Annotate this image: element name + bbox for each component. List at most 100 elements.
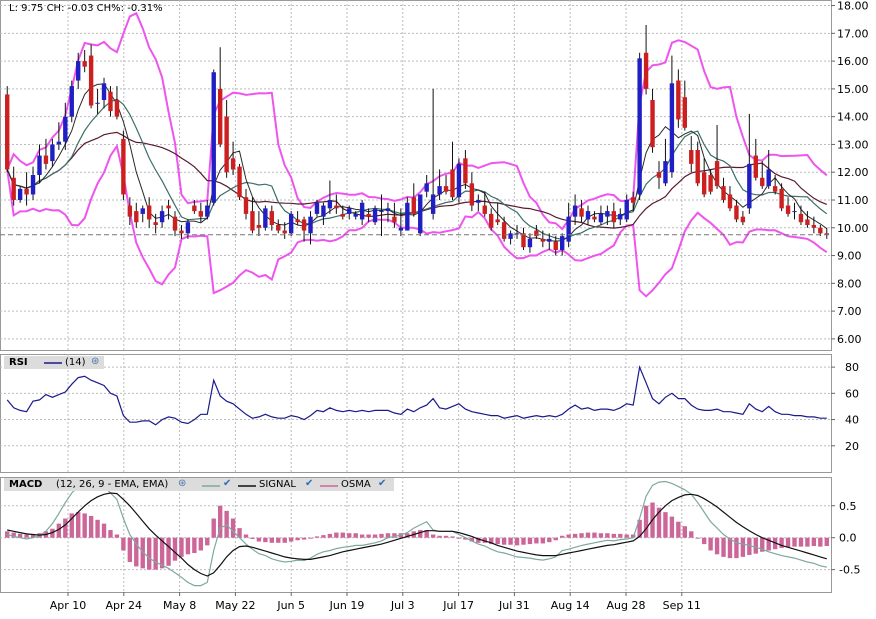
candle-body bbox=[456, 163, 462, 198]
candle-body bbox=[785, 205, 791, 214]
candle-body bbox=[359, 202, 365, 220]
x-tick-label: Jul 31 bbox=[498, 599, 530, 612]
osma-bar bbox=[624, 534, 629, 538]
osma-bar bbox=[250, 537, 255, 539]
osma-bar bbox=[56, 523, 62, 538]
rsi-settings-icon[interactable]: ⊛ bbox=[91, 356, 100, 367]
candle-body bbox=[824, 233, 829, 235]
osma-bar bbox=[501, 537, 507, 545]
osma-bar bbox=[108, 530, 113, 538]
x-tick-label: Jun 5 bbox=[276, 599, 305, 612]
candle-body bbox=[772, 186, 778, 192]
candle-body bbox=[411, 197, 416, 214]
candle-body bbox=[321, 205, 326, 217]
osma-bar bbox=[347, 533, 352, 538]
candle-body bbox=[450, 169, 455, 198]
candle-body bbox=[579, 208, 584, 217]
osma-bar bbox=[147, 537, 152, 570]
osma-bar bbox=[230, 518, 236, 538]
candle-body bbox=[521, 233, 526, 248]
osma-bar bbox=[405, 533, 410, 538]
candle-body bbox=[17, 188, 23, 200]
x-tick-label: Jul 17 bbox=[442, 599, 474, 612]
candle-body bbox=[301, 219, 307, 231]
candle-body bbox=[760, 177, 765, 187]
candle-body bbox=[701, 172, 707, 195]
candle-body bbox=[656, 172, 662, 178]
candle-body bbox=[353, 213, 358, 217]
osma-bar bbox=[553, 537, 558, 541]
osma-bar bbox=[379, 533, 384, 538]
osma-bar bbox=[566, 534, 571, 538]
candle-body bbox=[185, 222, 191, 234]
candle-body bbox=[237, 166, 242, 198]
osma-bar bbox=[198, 537, 204, 551]
price-tick-label: 15.00 bbox=[837, 83, 869, 96]
osma-bar bbox=[824, 537, 829, 546]
candle-body bbox=[198, 211, 204, 217]
osma-label: OSMA bbox=[341, 479, 371, 490]
osma-bar bbox=[366, 534, 371, 538]
osma-bar bbox=[282, 537, 287, 543]
osma-bar bbox=[418, 530, 423, 538]
candle-body bbox=[708, 175, 713, 192]
macd-line-check-icon[interactable]: ✔ bbox=[223, 478, 232, 489]
candle-body bbox=[243, 197, 249, 214]
pane-border-2 bbox=[0, 477, 832, 593]
candle-body bbox=[134, 211, 139, 223]
osma-bar bbox=[185, 537, 191, 555]
osma-bar bbox=[540, 537, 546, 544]
price-tick-label: 17.00 bbox=[837, 27, 869, 40]
candle-body bbox=[159, 211, 165, 223]
osma-bar bbox=[637, 519, 642, 538]
candle-body bbox=[424, 183, 429, 192]
osma-bar bbox=[592, 532, 597, 538]
candle-body bbox=[308, 216, 313, 234]
osma-bar bbox=[430, 534, 436, 538]
macd-settings-icon[interactable]: ⊛ bbox=[178, 478, 187, 489]
candle-body bbox=[327, 200, 333, 209]
candle-body bbox=[217, 88, 223, 145]
rsi-tick-label: 60 bbox=[845, 387, 859, 400]
moving-average-fast bbox=[6, 83, 828, 242]
candle-body bbox=[95, 102, 100, 104]
osma-bar bbox=[76, 512, 81, 538]
candle-body bbox=[192, 205, 197, 212]
osma-bar bbox=[140, 537, 145, 569]
osma-bar bbox=[437, 535, 442, 538]
candle-body bbox=[398, 227, 404, 231]
candle-body bbox=[798, 213, 804, 223]
osma-bar bbox=[689, 531, 694, 538]
signal-check-icon[interactable]: ✔ bbox=[305, 478, 314, 489]
candle-body bbox=[534, 230, 539, 237]
candle-body bbox=[372, 208, 378, 223]
osma-bar bbox=[237, 528, 242, 538]
candle-body bbox=[747, 163, 752, 209]
candle-body bbox=[437, 186, 442, 195]
candle-body bbox=[592, 216, 597, 220]
osma-bar bbox=[560, 535, 565, 538]
candle-body bbox=[779, 188, 784, 209]
x-tick-label: May 22 bbox=[215, 599, 255, 612]
osma-bar bbox=[424, 530, 429, 538]
osma-bar bbox=[527, 537, 533, 545]
candle-body bbox=[501, 222, 507, 239]
candle-body bbox=[566, 216, 571, 242]
price-tick-label: 6.00 bbox=[837, 333, 862, 346]
osma-bar bbox=[695, 537, 700, 539]
osma-check-icon[interactable]: ✔ bbox=[378, 478, 387, 489]
osma-bar bbox=[101, 523, 107, 538]
upper-bollinger-band bbox=[6, 11, 828, 231]
osma-bar bbox=[82, 513, 87, 538]
osma-bar bbox=[372, 534, 378, 538]
candle-body bbox=[295, 219, 300, 223]
price-tick-label: 16.00 bbox=[837, 55, 869, 68]
candle-body bbox=[766, 169, 771, 187]
macd-line bbox=[7, 479, 827, 587]
candle-body bbox=[211, 72, 216, 203]
rsi-tick-label: 80 bbox=[845, 361, 859, 374]
osma-bar bbox=[443, 535, 449, 538]
price-tick-label: 12.00 bbox=[837, 166, 869, 179]
candle-body bbox=[24, 188, 29, 195]
macd-tick-label: 0.0 bbox=[839, 532, 857, 545]
